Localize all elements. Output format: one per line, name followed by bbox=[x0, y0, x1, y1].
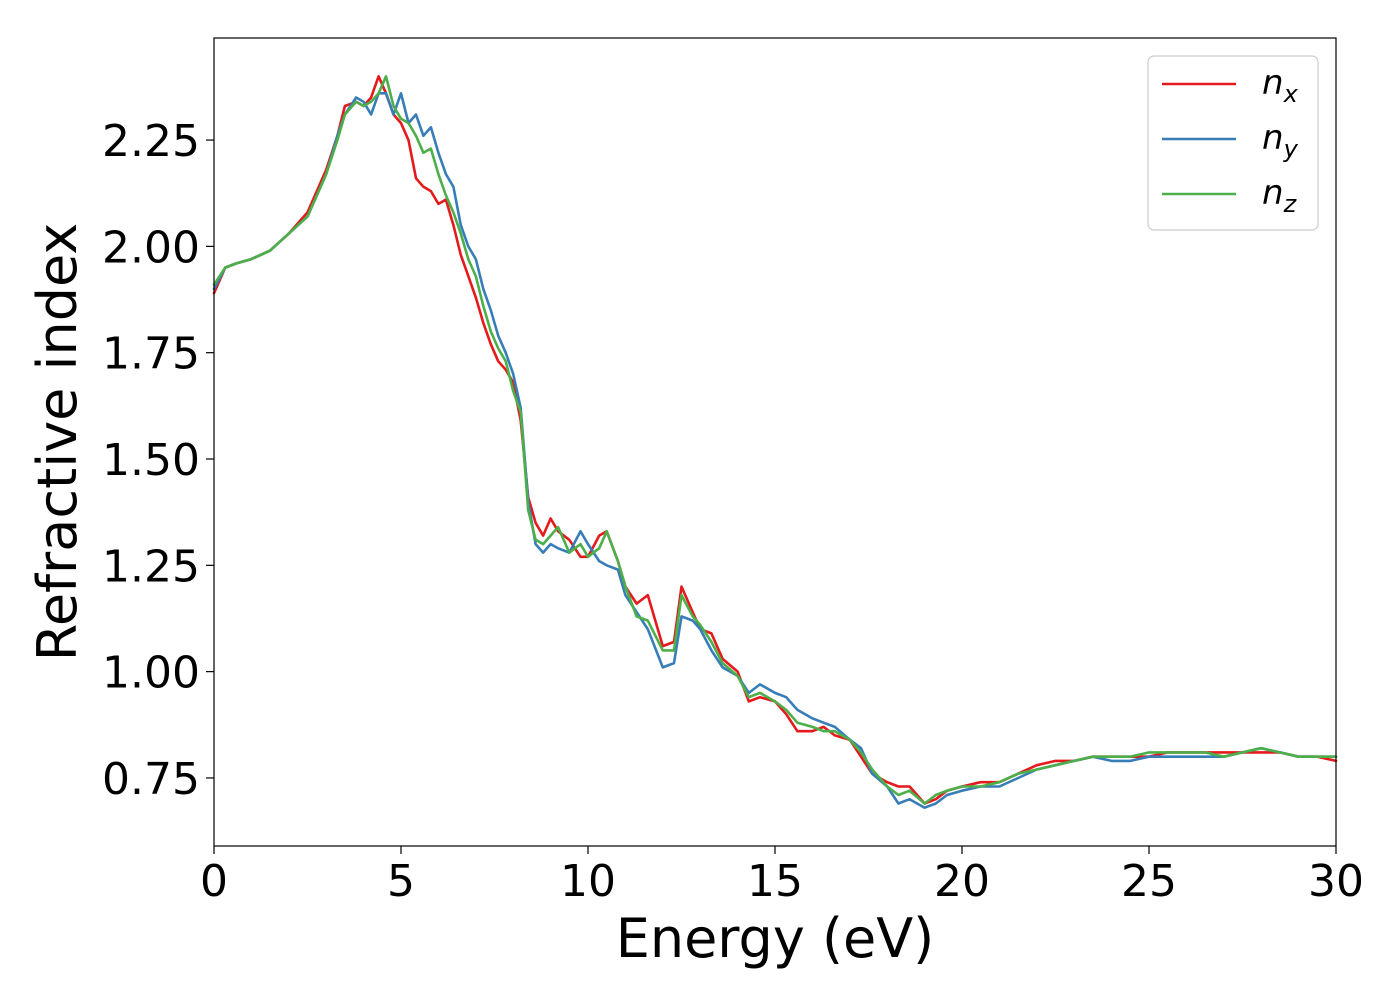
x-tick-label: 30 bbox=[1308, 856, 1364, 907]
y-tick-label: 1.75 bbox=[102, 329, 200, 380]
y-axis-ticks: 0.75 1.00 1.25 1.50 1.75 2.00 2.25 bbox=[102, 116, 214, 805]
x-tick-label: 0 bbox=[200, 856, 228, 907]
y-tick-label: 2.25 bbox=[102, 116, 200, 167]
series-line-nx bbox=[212, 75, 1338, 805]
legend-box bbox=[1147, 55, 1319, 231]
x-axis-label: Energy (eV) bbox=[616, 907, 935, 970]
y-tick-label: 0.75 bbox=[102, 754, 200, 805]
y-tick-label: 1.50 bbox=[102, 435, 200, 486]
x-axis-ticks: 0 5 10 15 20 25 30 bbox=[200, 846, 1364, 907]
legend-label-nx: nx bbox=[1262, 63, 1299, 108]
y-tick-label: 1.25 bbox=[102, 541, 200, 592]
y-tick-label: 2.00 bbox=[102, 222, 200, 273]
series-line-nz bbox=[212, 75, 1338, 805]
x-tick-label: 20 bbox=[934, 856, 990, 907]
y-tick-label: 1.00 bbox=[102, 648, 200, 699]
x-tick-label: 10 bbox=[560, 856, 616, 907]
legend: nx ny nz bbox=[1147, 55, 1319, 231]
legend-label-ny: ny bbox=[1262, 118, 1299, 163]
legend-label-nz: nz bbox=[1262, 173, 1298, 218]
x-tick-label: 25 bbox=[1121, 856, 1177, 907]
x-tick-label: 15 bbox=[747, 856, 803, 907]
series-layer bbox=[212, 75, 1338, 810]
y-axis-label: Refractive index bbox=[26, 223, 89, 662]
x-tick-label: 5 bbox=[387, 856, 415, 907]
